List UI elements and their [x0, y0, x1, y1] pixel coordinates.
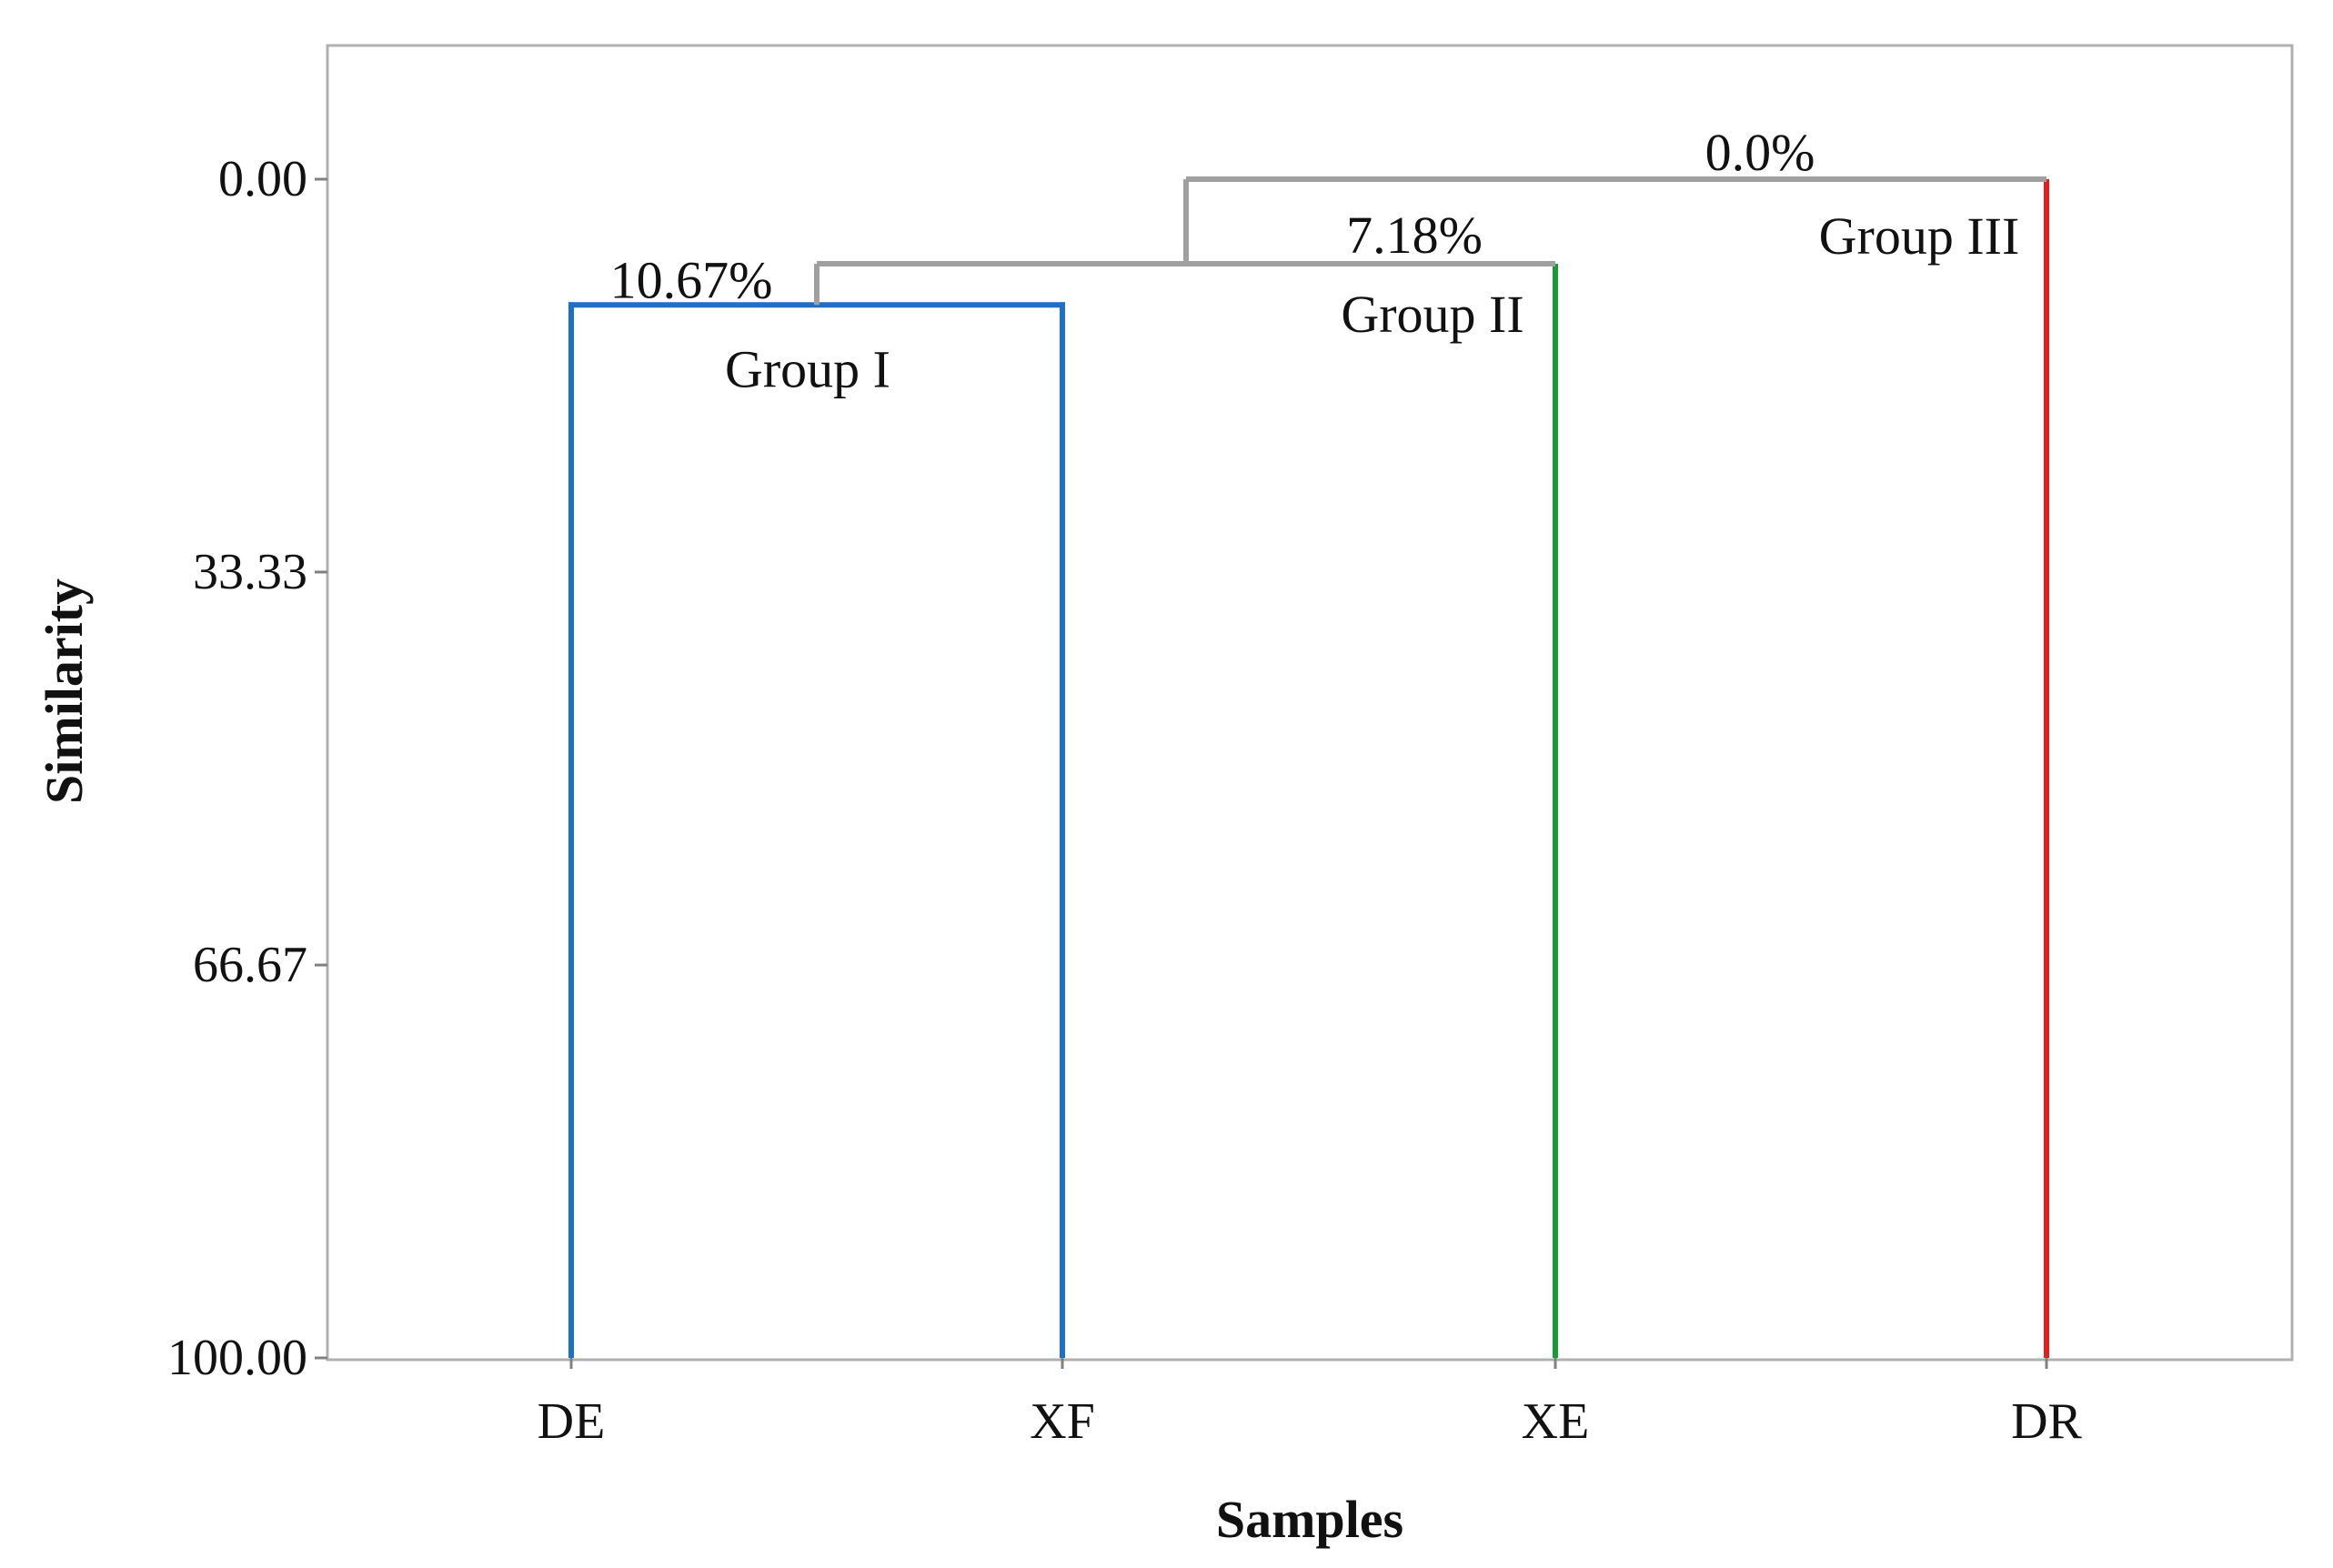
- y-tick-label: 0.00: [218, 151, 307, 207]
- similarity-label-2: 7.18%: [1346, 206, 1483, 265]
- similarity-label-1: 10.67%: [610, 250, 773, 309]
- x-axis-title: Samples: [1216, 1490, 1403, 1549]
- group-label-3: Group III: [1819, 206, 2020, 266]
- y-tick-label: 33.33: [193, 544, 307, 600]
- leaf-label-de: DE: [538, 1393, 606, 1450]
- leaf-label-xf: XF: [1030, 1393, 1095, 1450]
- similarity-annotations: 10.67% 7.18% 0.0% Group I Group II Group III: [610, 123, 2020, 398]
- y-tick-label: 100.00: [167, 1330, 307, 1386]
- y-axis: 0.00 33.33 66.67 100.00: [167, 151, 327, 1386]
- dendrogram-links: [568, 176, 2049, 1358]
- plot-frame: [326, 44, 2294, 1362]
- leaf-label-xe: XE: [1522, 1393, 1590, 1450]
- leaf-label-dr: DR: [2011, 1393, 2082, 1450]
- x-axis-leaf-labels: DE XF XE DR: [538, 1358, 2083, 1450]
- similarity-label-3: 0.0%: [1705, 123, 1815, 182]
- group-label-2: Group II: [1341, 285, 1523, 344]
- group-label-1: Group I: [725, 339, 890, 398]
- y-axis-title: Similarity: [35, 578, 94, 804]
- y-tick-label: 66.67: [193, 937, 307, 993]
